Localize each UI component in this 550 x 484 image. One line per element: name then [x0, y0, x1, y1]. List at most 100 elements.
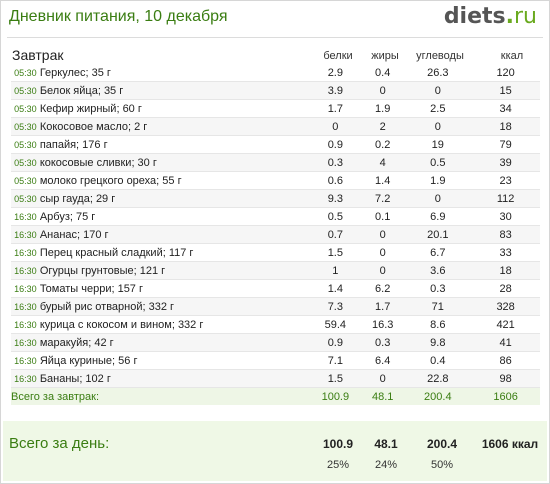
food-row: 05:30 Кокосовое масло; 2 г 0 2 0 18: [11, 117, 540, 136]
header: Дневник питания, 10 декабря diets.ru: [1, 1, 549, 41]
food-row: 16:30 Ананас; 170 г 0.7 0 20.1 83: [11, 225, 540, 244]
food-protein: 59.4: [309, 315, 361, 334]
food-row: 05:30 Геркулес; 35 г 2.9 0.4 26.3 120: [11, 64, 540, 82]
food-row: 16:30 Яйца куриные; 56 г 7.1 6.4 0.4 86: [11, 351, 540, 370]
food-kcal: 34: [471, 99, 540, 118]
day-kcal: 1606 ккал: [481, 437, 539, 451]
food-row: 16:30 курица с кокосом и вином; 332 г 59.4…: [11, 315, 540, 334]
day-total-label: Всего за день:: [9, 435, 110, 452]
food-fat: 6.4: [361, 351, 405, 370]
food-name[interactable]: курица с кокосом и вином; 332 г: [39, 315, 310, 334]
food-name[interactable]: Огурцы грунтовые; 121 г: [39, 261, 310, 280]
column-header-protein: белки: [323, 50, 353, 62]
food-fat: 6.2: [361, 279, 405, 298]
food-protein: 0: [309, 117, 361, 136]
food-kcal: 39: [471, 153, 540, 172]
food-time: 16:30: [11, 369, 40, 388]
header-divider: [7, 37, 543, 38]
food-kcal: 112: [471, 189, 540, 208]
food-carbs: 2.5: [404, 99, 472, 118]
food-row: 05:30 Кефир жирный; 60 г 1.7 1.9 2.5 34: [11, 99, 540, 118]
food-time: 16:30: [11, 351, 40, 370]
food-row: 05:30 сыр гауда; 29 г 9.3 7.2 0 112: [11, 189, 540, 208]
food-name[interactable]: Белок яйца; 35 г: [39, 81, 310, 100]
food-name[interactable]: Бананы; 102 г: [39, 369, 310, 388]
day-carbs-percent: 50%: [430, 459, 454, 471]
day-carbs: 200.4: [426, 437, 458, 451]
food-kcal: 15: [471, 81, 540, 100]
food-name[interactable]: папайя; 176 г: [39, 135, 310, 154]
food-time: 05:30: [11, 117, 40, 136]
food-kcal: 28: [471, 279, 540, 298]
food-time: 16:30: [11, 261, 40, 280]
food-carbs: 0: [404, 189, 472, 208]
food-kcal: 328: [471, 297, 540, 316]
food-protein: 0.7: [309, 225, 361, 244]
day-fat-percent: 24%: [374, 459, 398, 471]
food-fat: 0: [361, 81, 405, 100]
food-kcal: 18: [471, 117, 540, 136]
food-row: 05:30 молоко грецкого ореха; 55 г 0.6 1.4 1.…: [11, 171, 540, 190]
food-carbs: 9.8: [404, 333, 472, 352]
food-protein: 1.4: [309, 279, 361, 298]
meal-total-fat: 48.1: [361, 387, 405, 405]
food-kcal: 33: [471, 243, 540, 262]
day-fat: 48.1: [374, 437, 398, 451]
food-row: 16:30 маракуйя; 42 г 0.9 0.3 9.8 41: [11, 333, 540, 352]
food-kcal: 23: [471, 171, 540, 190]
logo-main: diets: [443, 4, 506, 29]
food-name[interactable]: Томаты черри; 157 г: [39, 279, 310, 298]
meal-total-kcal: 1606: [471, 387, 540, 405]
food-name[interactable]: Перец красный сладкий; 117 г: [39, 243, 310, 262]
food-kcal: 30: [471, 207, 540, 226]
food-kcal: 120: [471, 64, 540, 82]
food-row: 16:30 Бананы; 102 г 1.5 0 22.8 98: [11, 369, 540, 388]
food-fat: 0: [361, 225, 405, 244]
food-name[interactable]: сыр гауда; 29 г: [39, 189, 310, 208]
food-carbs: 26.3: [404, 64, 472, 82]
food-time: 05:30: [11, 153, 40, 172]
food-row: 16:30 Перец красный сладкий; 117 г 1.5 0 6.7…: [11, 243, 540, 262]
food-carbs: 0.3: [404, 279, 472, 298]
food-name[interactable]: маракуйя; 42 г: [39, 333, 310, 352]
food-carbs: 1.9: [404, 171, 472, 190]
food-name[interactable]: Кефир жирный; 60 г: [39, 99, 310, 118]
food-time: 16:30: [11, 207, 40, 226]
column-header-fat: жиры: [371, 50, 399, 62]
food-name[interactable]: Ананас; 170 г: [39, 225, 310, 244]
food-time: 16:30: [11, 225, 40, 244]
food-protein: 1.5: [309, 243, 361, 262]
food-protein: 0.9: [309, 135, 361, 154]
food-name[interactable]: Арбуз; 75 г: [39, 207, 310, 226]
day-protein: 100.9: [322, 437, 354, 451]
day-summary: Всего за день: 100.9 48.1 200.4 1606 кка…: [3, 421, 547, 481]
food-row: 16:30 Томаты черри; 157 г 1.4 6.2 0.3 28: [11, 279, 540, 298]
food-name[interactable]: молоко грецкого ореха; 55 г: [39, 171, 310, 190]
food-fat: 1.9: [361, 99, 405, 118]
food-name[interactable]: кокосовые сливки; 30 г: [39, 153, 310, 172]
food-fat: 1.7: [361, 297, 405, 316]
food-carbs: 3.6: [404, 261, 472, 280]
food-kcal: 86: [471, 351, 540, 370]
meal-total-carbs: 200.4: [404, 387, 472, 405]
food-carbs: 6.9: [404, 207, 472, 226]
food-name[interactable]: бурый рис отварной; 332 г: [39, 297, 310, 316]
food-time: 16:30: [11, 333, 40, 352]
food-name[interactable]: Кокосовое масло; 2 г: [39, 117, 310, 136]
food-carbs: 6.7: [404, 243, 472, 262]
food-name[interactable]: Яйца куриные; 56 г: [39, 351, 310, 370]
food-kcal: 83: [471, 225, 540, 244]
food-fat: 0: [361, 261, 405, 280]
food-carbs: 0.4: [404, 351, 472, 370]
food-protein: 0.6: [309, 171, 361, 190]
site-logo[interactable]: diets.ru: [444, 4, 537, 29]
food-time: 05:30: [11, 189, 40, 208]
food-name[interactable]: Геркулес; 35 г: [39, 64, 310, 82]
food-protein: 9.3: [309, 189, 361, 208]
food-protein: 1.7: [309, 99, 361, 118]
food-protein: 0.9: [309, 333, 361, 352]
food-row: 05:30 кокосовые сливки; 30 г 0.3 4 0.5 39: [11, 153, 540, 172]
food-fat: 1.4: [361, 171, 405, 190]
food-kcal: 41: [471, 333, 540, 352]
